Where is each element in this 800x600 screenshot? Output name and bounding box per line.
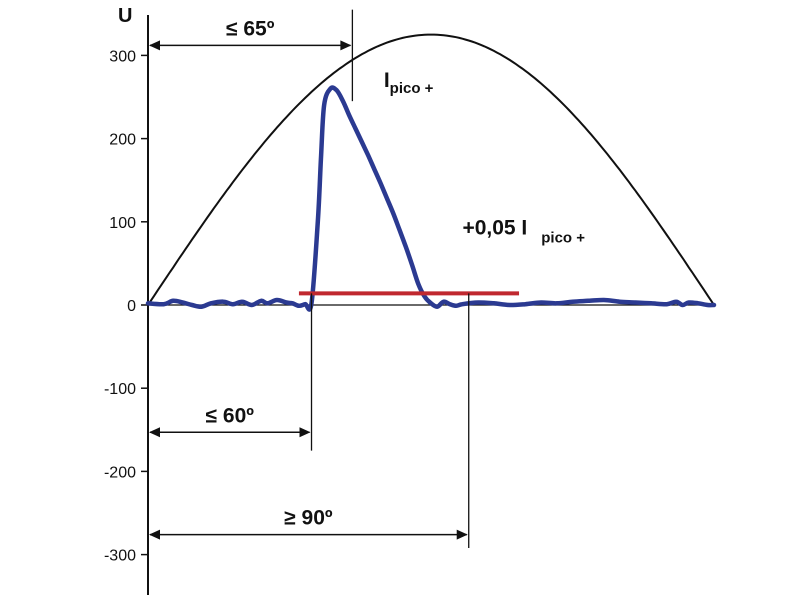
threshold-label-main: +0,05 I xyxy=(462,216,527,239)
ipico-label-sub: pico + xyxy=(390,80,434,97)
y-tick-label: -300 xyxy=(104,548,136,565)
threshold-label: +0,05 I pico + xyxy=(462,216,585,246)
peak-angle-arrow-head-right xyxy=(340,40,352,51)
y-tick-label: 200 xyxy=(109,132,136,149)
y-ticks: 300 200 100 0 -100 -200 -300 xyxy=(104,48,148,565)
peak-angle-dimension: ≤ 65º xyxy=(149,9,354,102)
voltage-sine-line xyxy=(147,33,715,306)
start-angle-arrow-head-right xyxy=(299,427,311,438)
y-axis-title: U xyxy=(118,5,132,27)
ipico-label-main: I xyxy=(384,69,390,92)
peak-angle-label: ≤ 65º xyxy=(226,17,275,40)
end-angle-arrow-head-left xyxy=(149,529,160,540)
current-pulse-line xyxy=(145,85,717,312)
peak-angle-arrow-head-left xyxy=(149,40,160,51)
threshold-label-sub: pico + xyxy=(541,229,585,246)
y-axis: 300 200 100 0 -100 -200 -300 xyxy=(104,15,149,595)
y-tick-label: 300 xyxy=(109,48,136,65)
ipico-label: Ipico + xyxy=(384,69,434,97)
start-angle-label: ≤ 60º xyxy=(206,404,255,427)
end-angle-label: ≥ 90º xyxy=(284,507,333,530)
end-angle-arrow-head-right xyxy=(456,529,468,540)
y-tick-label: -200 xyxy=(104,464,136,481)
start-angle-dimension: ≤ 60º xyxy=(149,293,313,451)
annotations: ≤ 65º ≤ 60º ≥ 90º xyxy=(149,9,470,548)
start-angle-arrow-head-left xyxy=(149,427,160,438)
y-tick-label: -100 xyxy=(104,381,136,398)
y-tick-label: 0 xyxy=(127,298,136,315)
y-tick-label: 100 xyxy=(109,215,136,232)
end-angle-dimension: ≥ 90º xyxy=(149,293,470,548)
